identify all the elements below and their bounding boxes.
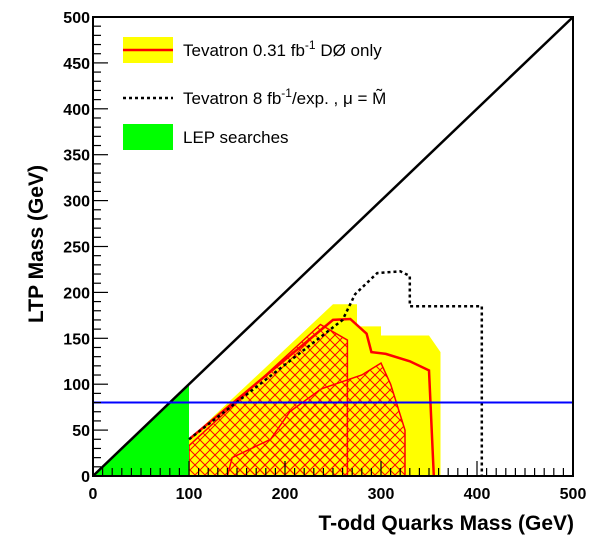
legend-label: Tevatron 0.31 fb-1 DØ only <box>183 38 382 60</box>
x-tick-label: 100 <box>176 486 203 503</box>
y-tick-label: 100 <box>63 377 90 394</box>
y-tick-label: 150 <box>63 331 90 348</box>
x-tick-label: 500 <box>560 486 587 503</box>
x-tick-label: 300 <box>368 486 395 503</box>
x-axis-title: T-odd Quarks Mass (GeV) <box>318 512 574 535</box>
legend-swatch-green <box>123 124 173 150</box>
x-tick-label: 0 <box>89 486 98 503</box>
y-tick-label: 300 <box>63 194 90 211</box>
x-tick-label: 400 <box>464 486 491 503</box>
y-tick-label: 50 <box>72 423 90 440</box>
exclusion-regions <box>93 304 441 477</box>
legend-label: Tevatron 8 fb-1/exp. , μ = M̃ <box>183 86 386 108</box>
y-tick-label: 450 <box>63 56 90 73</box>
diagonal-line <box>92 16 574 477</box>
x-tick-label: 200 <box>272 486 299 503</box>
y-tick-label: 350 <box>63 148 90 165</box>
legend: Tevatron 0.31 fb-1 DØ only Tevatron 8 fb-… <box>123 37 386 150</box>
dotted-projection-line <box>188 270 484 476</box>
hatched-region <box>226 362 406 477</box>
y-tick-label: 0 <box>81 469 90 486</box>
y-tick-label: 500 <box>63 10 90 27</box>
y-tick-label: 250 <box>63 240 90 257</box>
tick-labels: 0 100 200 300 400 500 0 50 100 150 200 250 300 350 400… <box>63 10 586 503</box>
red-contour-line <box>188 317 436 477</box>
y-axis-title: LTP Mass (GeV) <box>25 165 48 323</box>
reference-lines <box>92 16 574 477</box>
legend-label: LEP searches <box>183 128 289 147</box>
y-tick-label: 200 <box>63 285 90 302</box>
axis-ticks <box>92 16 574 477</box>
y-tick-label: 400 <box>63 102 90 119</box>
